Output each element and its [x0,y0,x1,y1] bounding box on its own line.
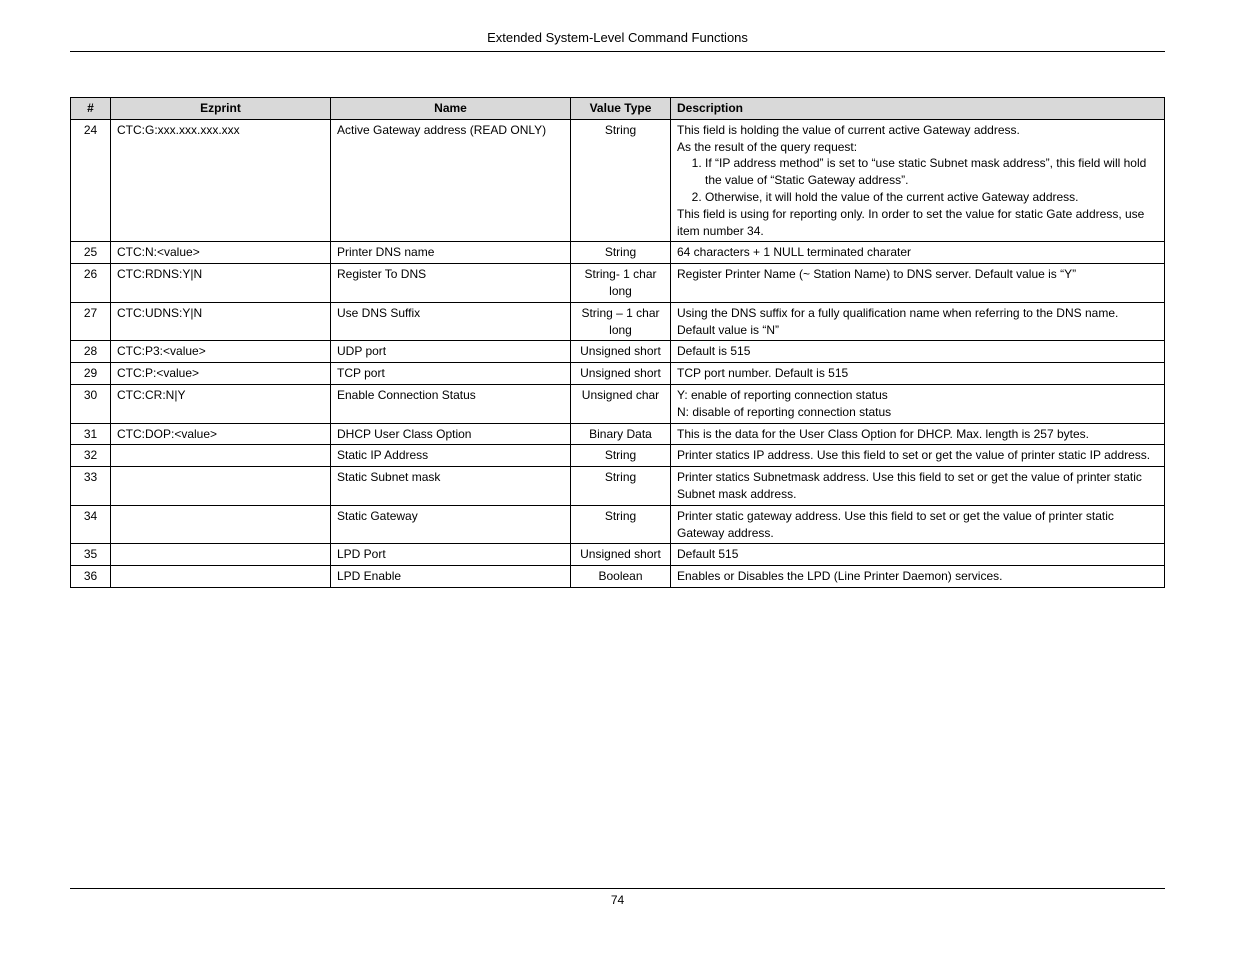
table-row: 28CTC:P3:<value>UDP portUnsigned shortDe… [71,341,1165,363]
cell-ezprint: CTC:N:<value> [111,242,331,264]
cell-value-type: Unsigned short [571,544,671,566]
desc-pre: This field is holding the value of curre… [677,122,1158,156]
cell-description: 64 characters + 1 NULL terminated charat… [671,242,1165,264]
table-row: 36 LPD EnableBooleanEnables or Disables t… [71,566,1165,588]
cell-value-type: String [571,467,671,506]
table-row: 34 Static GatewayStringPrinter static gat… [71,505,1165,544]
cell-description: Printer statics Subnetmask address. Use … [671,467,1165,506]
col-header-num: # [71,98,111,120]
command-table: # Ezprint Name Value Type Description 24… [70,97,1165,588]
cell-name: LPD Enable [331,566,571,588]
cell-num: 29 [71,363,111,385]
cell-ezprint [111,566,331,588]
cell-description: Default is 515 [671,341,1165,363]
cell-value-type: String – 1 char long [571,302,671,341]
cell-name: LPD Port [331,544,571,566]
cell-ezprint [111,505,331,544]
cell-num: 24 [71,119,111,242]
table-row: 35 LPD PortUnsigned shortDefault 515 [71,544,1165,566]
cell-value-type: String [571,505,671,544]
cell-value-type: String [571,242,671,264]
cell-num: 33 [71,467,111,506]
cell-value-type: String- 1 char long [571,264,671,303]
table-row: 32 Static IP AddressStringPrinter statics… [71,445,1165,467]
page-footer: 74 [70,888,1165,907]
page-number: 74 [611,893,624,907]
table-row: 31CTC:DOP:<value>DHCP User Class OptionB… [71,423,1165,445]
cell-description: This field is holding the value of curre… [671,119,1165,242]
cell-description: Enables or Disables the LPD (Line Printe… [671,566,1165,588]
cell-value-type: String [571,445,671,467]
table-row: 24CTC:G:xxx.xxx.xxx.xxxActive Gateway ad… [71,119,1165,242]
cell-name: Use DNS Suffix [331,302,571,341]
table-row: 25CTC:N:<value>Printer DNS nameString64 … [71,242,1165,264]
col-header-name: Name [331,98,571,120]
cell-ezprint [111,467,331,506]
cell-name: TCP port [331,363,571,385]
cell-ezprint: CTC:G:xxx.xxx.xxx.xxx [111,119,331,242]
cell-num: 27 [71,302,111,341]
table-row: 30CTC:CR:N|YEnable Connection StatusUnsi… [71,384,1165,423]
cell-num: 28 [71,341,111,363]
table-body: 24CTC:G:xxx.xxx.xxx.xxxActive Gateway ad… [71,119,1165,587]
cell-value-type: Unsigned short [571,341,671,363]
cell-num: 35 [71,544,111,566]
col-header-ezprint: Ezprint [111,98,331,120]
cell-num: 30 [71,384,111,423]
cell-ezprint: CTC:RDNS:Y|N [111,264,331,303]
desc-list: If “IP address method” is set to “use st… [677,155,1158,205]
table-row: 26CTC:RDNS:Y|NRegister To DNSString- 1 c… [71,264,1165,303]
cell-num: 34 [71,505,111,544]
cell-name: Static Gateway [331,505,571,544]
cell-name: Active Gateway address (READ ONLY) [331,119,571,242]
cell-name: Static IP Address [331,445,571,467]
cell-ezprint: CTC:CR:N|Y [111,384,331,423]
cell-value-type: Unsigned short [571,363,671,385]
cell-value-type: String [571,119,671,242]
cell-num: 32 [71,445,111,467]
cell-num: 31 [71,423,111,445]
page-header-title: Extended System-Level Command Functions [70,30,1165,52]
cell-name: Static Subnet mask [331,467,571,506]
cell-ezprint: CTC:P:<value> [111,363,331,385]
cell-description: Default 515 [671,544,1165,566]
cell-num: 36 [71,566,111,588]
cell-name: Register To DNS [331,264,571,303]
cell-value-type: Binary Data [571,423,671,445]
cell-ezprint [111,544,331,566]
table-header-row: # Ezprint Name Value Type Description [71,98,1165,120]
cell-ezprint: CTC:DOP:<value> [111,423,331,445]
cell-name: UDP port [331,341,571,363]
cell-description: Printer statics IP address. Use this fie… [671,445,1165,467]
table-row: 29CTC:P:<value>TCP portUnsigned shortTCP… [71,363,1165,385]
cell-description: Y: enable of reporting connection status… [671,384,1165,423]
desc-list-item: Otherwise, it will hold the value of the… [705,189,1158,206]
cell-ezprint: CTC:P3:<value> [111,341,331,363]
cell-ezprint [111,445,331,467]
cell-description: Using the DNS suffix for a fully qualifi… [671,302,1165,341]
cell-name: Printer DNS name [331,242,571,264]
desc-list-item: If “IP address method” is set to “use st… [705,155,1158,189]
page: Extended System-Level Command Functions … [0,0,1235,937]
col-header-description: Description [671,98,1165,120]
cell-value-type: Unsigned char [571,384,671,423]
cell-description: Register Printer Name (~ Station Name) t… [671,264,1165,303]
table-row: 33 Static Subnet maskStringPrinter static… [71,467,1165,506]
cell-description: Printer static gateway address. Use this… [671,505,1165,544]
desc-post: This field is using for reporting only. … [677,206,1158,240]
table-row: 27CTC:UDNS:Y|NUse DNS SuffixString – 1 c… [71,302,1165,341]
col-header-value-type: Value Type [571,98,671,120]
cell-description: TCP port number. Default is 515 [671,363,1165,385]
cell-num: 25 [71,242,111,264]
cell-value-type: Boolean [571,566,671,588]
cell-name: Enable Connection Status [331,384,571,423]
cell-ezprint: CTC:UDNS:Y|N [111,302,331,341]
cell-name: DHCP User Class Option [331,423,571,445]
cell-num: 26 [71,264,111,303]
cell-description: This is the data for the User Class Opti… [671,423,1165,445]
